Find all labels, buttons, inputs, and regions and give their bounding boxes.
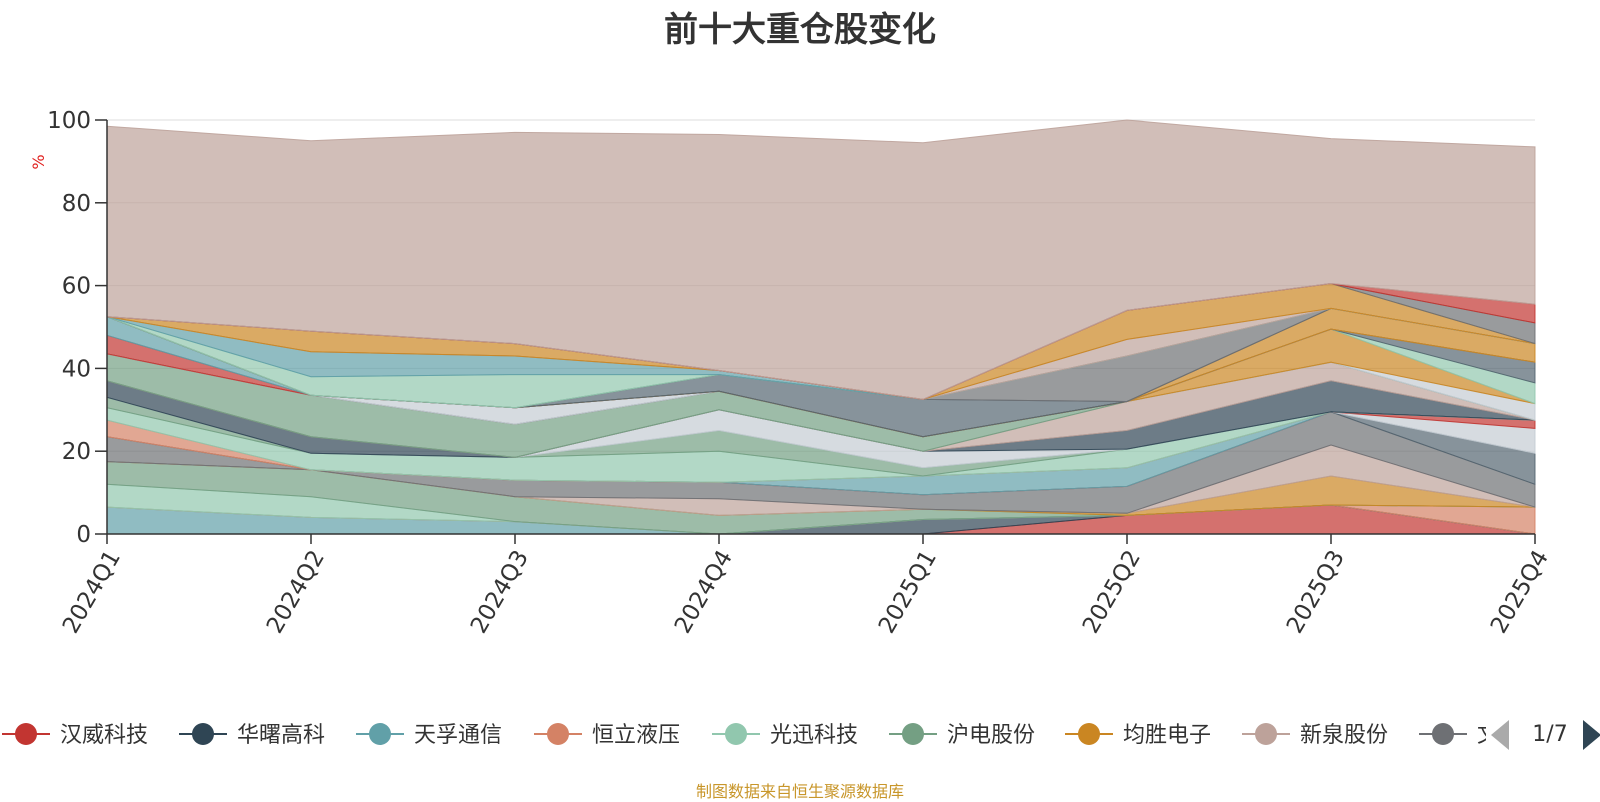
legend-pager: 1/7 [1491,720,1600,750]
legend-label: 文 [1477,723,1499,748]
legend-dot-marker [1078,723,1100,745]
y-tick-label: 60 [62,274,91,300]
legend-label: 天孚通信 [414,723,502,748]
stacked-areas [106,119,1536,535]
legend-label: 汉威科技 [60,723,148,748]
y-tick-label: 0 [76,522,91,548]
legend-dot-marker [192,723,214,745]
legend-item-6[interactable]: 均胜电子 [1065,723,1211,748]
legend-label: 均胜电子 [1123,723,1211,748]
legend-item-5[interactable]: 沪电股份 [889,723,1035,748]
legend-dot-marker [369,723,391,745]
area-series-36 [106,119,1536,400]
x-tick-label: 2024Q1 [58,546,126,638]
legend-label: 新泉股份 [1300,723,1388,748]
legend-dot-marker [902,723,924,745]
x-tick-label: 2025Q2 [1078,546,1146,638]
legend-item-7[interactable]: 新泉股份 [1242,723,1388,748]
chart-title: 前十大重仓股变化 [664,10,936,50]
legend-label: 光迅科技 [770,723,858,748]
x-tick-label: 2025Q3 [1282,546,1350,638]
legend-dot-marker [725,723,747,745]
x-tick-label: 2024Q2 [262,546,330,638]
legend-dot-marker [15,723,37,745]
legend-item-3[interactable]: 恒立液压 [534,723,680,748]
legend-item-8[interactable]: 文 [1419,723,1499,748]
x-tick-label: 2024Q3 [466,546,534,638]
y-tick-label: 80 [62,191,91,217]
legend-dot-marker [547,723,569,745]
y-tick-label: 40 [62,356,91,382]
legend-label: 沪电股份 [947,723,1035,748]
data-source-note: 制图数据来自恒生聚源数据库 [695,782,904,801]
legend-dot-marker [1255,723,1277,745]
legend: 汉威科技 华曙高科 天孚通信 恒立液压 光迅科技 沪电股份 均胜电子 新泉股份 文 [2,723,1499,748]
x-tick-label: 2025Q4 [1486,546,1554,638]
legend-next-page-button[interactable] [1583,720,1600,750]
legend-page-indicator: 1/7 [1532,722,1567,747]
legend-prev-page-button[interactable] [1491,720,1509,750]
y-axis-label: % [29,154,48,169]
legend-item-1[interactable]: 华曙高科 [179,723,325,748]
x-tick-label: 2025Q1 [874,546,942,638]
x-tick-label: 2024Q4 [670,546,738,638]
legend-item-2[interactable]: 天孚通信 [356,723,502,748]
legend-label: 华曙高科 [237,723,325,748]
y-tick-label: 100 [47,108,91,134]
legend-item-0[interactable]: 汉威科技 [2,723,148,748]
legend-label: 恒立液压 [592,723,680,748]
y-tick-label: 20 [62,439,91,465]
legend-item-4[interactable]: 光迅科技 [712,723,858,748]
legend-dot-marker [1432,723,1454,745]
